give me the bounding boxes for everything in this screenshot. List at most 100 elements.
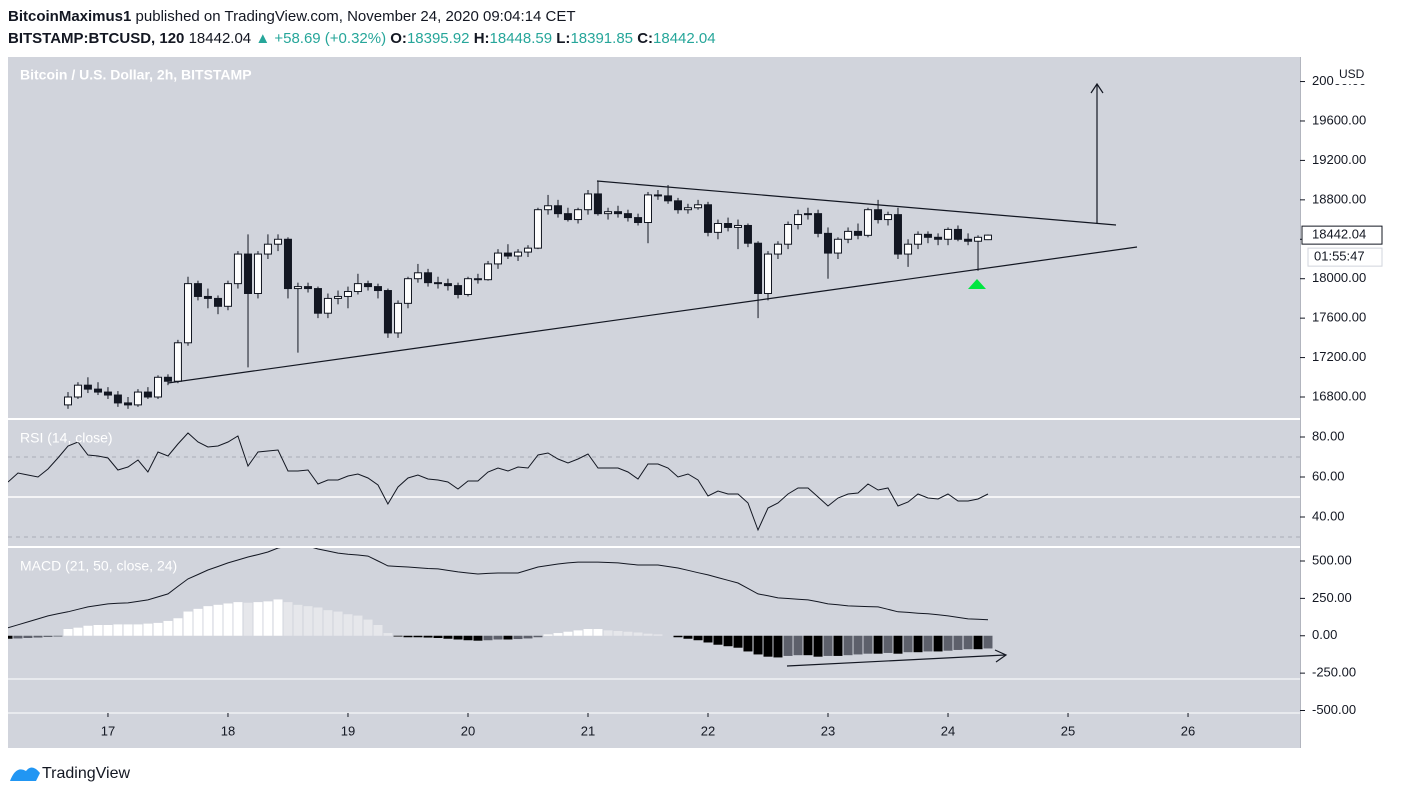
histogram-bar [393, 635, 403, 637]
candle-body [904, 243, 913, 255]
y-tick-label: 60.00 [1312, 468, 1345, 483]
histogram-bar [343, 614, 353, 636]
histogram-bar [593, 629, 603, 636]
histogram-bar [203, 606, 213, 636]
low-value: 18391.85 [570, 30, 633, 47]
x-tick-label: 22 [701, 723, 715, 738]
candle-body [794, 214, 803, 225]
candle-body [974, 236, 983, 242]
histogram-bar [903, 635, 913, 653]
y-tick-label: 18800.00 [1312, 191, 1366, 206]
candle-body [833, 238, 842, 254]
candle-body [353, 283, 362, 293]
candle-body [233, 253, 242, 285]
candle-body [773, 243, 782, 255]
histogram-bar [173, 618, 183, 636]
rsi-line [8, 432, 989, 532]
histogram-bar [613, 630, 623, 636]
trend-line [596, 180, 1117, 226]
x-tick-label: 23 [821, 723, 835, 738]
histogram-bar [643, 633, 653, 636]
histogram-bar [113, 624, 123, 636]
candle-body [83, 384, 92, 390]
close-value: 18442.04 [653, 30, 716, 47]
pane-title: RSI (14, close) [20, 430, 113, 446]
histogram-bar [773, 635, 783, 658]
histogram-bar [13, 635, 23, 639]
chart-panel [8, 57, 1300, 748]
symbol: BITSTAMP:BTCUSD, 120 [8, 30, 184, 47]
histogram-bar [853, 635, 863, 655]
candle-body [854, 230, 863, 236]
candle-body [553, 205, 562, 215]
histogram-bar [313, 607, 323, 636]
histogram-bar [353, 615, 363, 636]
candle-body [863, 209, 872, 236]
published: published on TradingView.com, November 2… [136, 8, 576, 25]
histogram-bar [233, 602, 243, 636]
histogram-bar [503, 635, 513, 640]
histogram-bar [953, 635, 963, 650]
candle-body [574, 209, 583, 221]
candle-body [394, 302, 403, 334]
histogram-bar [793, 635, 803, 656]
x-tick-label: 25 [1061, 723, 1075, 738]
histogram-bar [723, 635, 733, 647]
histogram-bar [263, 601, 273, 636]
annotations [167, 82, 1138, 667]
candle-body [64, 396, 73, 406]
y-tick-label: 18000.00 [1312, 270, 1366, 285]
histogram-bar [653, 634, 663, 636]
histogram-bar [53, 635, 63, 637]
candle-body [844, 230, 853, 240]
ohlc-label: L: [556, 30, 570, 47]
candle-body [94, 388, 103, 393]
histogram-bar [533, 635, 543, 638]
candle-body [343, 291, 352, 297]
histogram-bar [543, 634, 553, 636]
histogram-bar [733, 635, 743, 648]
histogram-bar [563, 631, 573, 636]
candle-body [133, 391, 142, 406]
histogram-bar [553, 633, 563, 636]
histogram-bar [133, 624, 143, 636]
histogram-bar [283, 602, 293, 636]
candle-body [323, 297, 332, 314]
histogram-bar [253, 602, 263, 636]
y-tick-label: 17200.00 [1312, 349, 1366, 364]
candle-body [914, 233, 923, 245]
candle-body [734, 224, 743, 228]
histogram-bar [163, 620, 173, 636]
candle-body [503, 252, 512, 257]
candle-body [154, 376, 163, 398]
histogram-bar [183, 611, 193, 636]
histogram-bar [933, 635, 943, 652]
x-tick-label: 18 [221, 723, 235, 738]
candle-body [754, 242, 763, 294]
candle-body [923, 233, 932, 238]
candle-body [884, 214, 893, 221]
countdown: 01:55:47 [1314, 249, 1365, 264]
last-price-box [1301, 225, 1383, 245]
candle-body [173, 342, 182, 382]
histogram-bar [783, 635, 793, 656]
last-price-label: 18442.04 [1312, 227, 1366, 242]
histogram-bar [143, 623, 153, 636]
y-tick-label: 16800.00 [1312, 388, 1366, 403]
pane-title: Bitcoin / U.S. Dollar, 2h, BITSTAMP [20, 67, 252, 83]
candle-body [643, 194, 652, 224]
histogram-bar [743, 635, 753, 652]
histogram-bar [803, 635, 813, 656]
divergence-line [786, 654, 1006, 667]
candle-body [413, 272, 422, 280]
histogram-bar [8, 635, 13, 639]
candle-body [593, 193, 602, 215]
open-value: 18395.92 [407, 30, 470, 47]
histogram-bar [523, 635, 533, 639]
candle-body [533, 209, 542, 249]
histogram-bar [583, 629, 593, 636]
candle-body [803, 213, 812, 216]
histogram-bar [463, 635, 473, 641]
candle-body [443, 283, 452, 287]
histogram-bar [323, 610, 333, 636]
